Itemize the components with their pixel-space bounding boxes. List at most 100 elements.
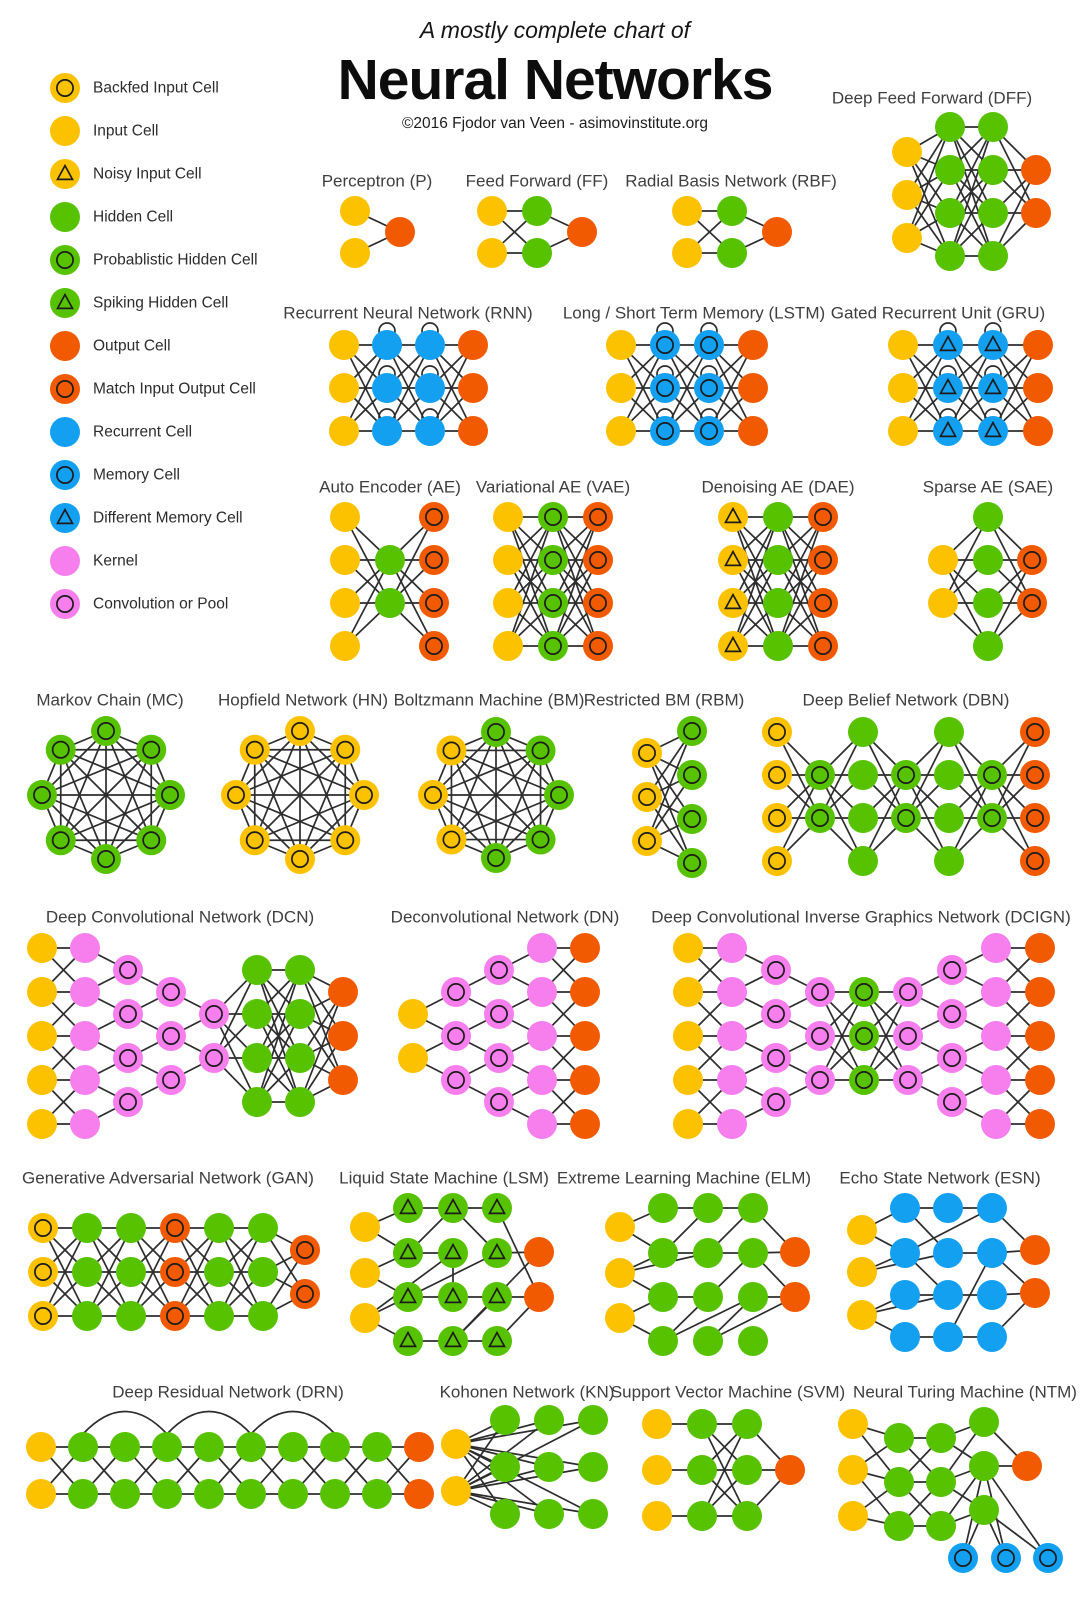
legend-item-h: Hidden Cell bbox=[50, 202, 173, 232]
backfed-input-cell-icon bbox=[330, 734, 361, 765]
ring-mark-icon bbox=[897, 809, 915, 827]
convolution-pool-cell-icon bbox=[156, 977, 186, 1007]
ring-mark-icon bbox=[56, 79, 74, 97]
match-input-output-cell-icon bbox=[1017, 545, 1047, 575]
probablistic-hidden-cell-icon bbox=[891, 803, 921, 833]
recurrent-cell-icon bbox=[933, 1238, 963, 1268]
ring-mark-icon bbox=[683, 810, 701, 828]
ring-mark-icon bbox=[51, 740, 70, 759]
ring-mark-icon bbox=[424, 786, 442, 804]
ring-mark-icon bbox=[638, 832, 656, 850]
input-cell-icon bbox=[398, 999, 428, 1029]
ring-mark-icon bbox=[1026, 723, 1044, 741]
probablistic-hidden-cell-icon bbox=[677, 804, 707, 834]
ring-mark-icon bbox=[768, 852, 786, 870]
edge bbox=[507, 516, 554, 604]
triangle-mark-icon bbox=[724, 549, 742, 567]
ring-mark-icon bbox=[683, 722, 701, 740]
chart-kicker: A mostly complete chart of bbox=[418, 17, 693, 43]
match-input-output-cell-icon bbox=[419, 631, 449, 661]
probablistic-hidden-cell-icon bbox=[91, 716, 121, 746]
network-title: Generative Adversarial Network (GAN) bbox=[22, 1169, 314, 1188]
input-cell-icon bbox=[50, 116, 80, 146]
convolution-pool-cell-icon bbox=[761, 1087, 791, 1117]
network-edges bbox=[507, 516, 599, 647]
output-cell-icon bbox=[524, 1237, 554, 1267]
memory-cell-icon bbox=[694, 330, 724, 360]
hidden-cell-icon bbox=[884, 1423, 914, 1453]
spiking-hidden-cell-icon bbox=[438, 1282, 468, 1312]
hidden-cell-icon bbox=[978, 155, 1008, 185]
triangle-mark-icon bbox=[444, 1197, 462, 1215]
hidden-cell-icon bbox=[242, 1087, 272, 1117]
probablistic-hidden-cell-icon bbox=[544, 780, 574, 810]
network-cells bbox=[718, 502, 838, 661]
edge bbox=[496, 1207, 540, 1298]
network-p: Perceptron (P) bbox=[322, 172, 432, 268]
probablistic-hidden-cell-icon bbox=[525, 824, 556, 855]
input-cell-icon bbox=[605, 1303, 635, 1333]
edge bbox=[992, 169, 1037, 257]
edge bbox=[949, 126, 994, 257]
hidden-cell-icon bbox=[236, 1479, 266, 1509]
ring-mark-icon bbox=[811, 1071, 829, 1089]
hidden-cell-icon bbox=[969, 1407, 999, 1437]
probablistic-hidden-cell-icon bbox=[27, 780, 57, 810]
probablistic-hidden-cell-icon bbox=[891, 760, 921, 790]
legend-item-label: Noisy Input Cell bbox=[93, 166, 202, 183]
match-input-output-cell-icon bbox=[808, 588, 838, 618]
match-input-output-cell-icon bbox=[1020, 717, 1050, 747]
edge bbox=[254, 749, 346, 841]
network-edges bbox=[906, 126, 1037, 257]
hidden-cell-icon bbox=[973, 588, 1003, 618]
recurrent-cell-icon bbox=[933, 1193, 963, 1223]
network-gru: Gated Recurrent Unit (GRU) bbox=[831, 304, 1053, 446]
noisy-input-cell-icon bbox=[50, 159, 80, 189]
ring-mark-icon bbox=[767, 1093, 785, 1111]
probablistic-hidden-cell-icon bbox=[481, 717, 511, 747]
ring-mark-icon bbox=[1026, 766, 1044, 784]
ring-mark-icon bbox=[490, 1093, 508, 1111]
legend-item-label: Convolution or Pool bbox=[93, 596, 228, 613]
backfed-input-cell-icon bbox=[762, 760, 792, 790]
ring-mark-icon bbox=[683, 854, 701, 872]
output-cell-icon bbox=[328, 977, 358, 1007]
input-cell-icon bbox=[672, 196, 702, 226]
convolution-pool-cell-icon bbox=[156, 1021, 186, 1051]
hidden-cell-icon bbox=[848, 803, 878, 833]
noisy-input-cell-icon bbox=[718, 502, 748, 532]
input-cell-icon bbox=[642, 1455, 672, 1485]
legend-item-o: Output Cell bbox=[50, 331, 171, 361]
chart-credit: ©2016 Fjodor van Veen - asimovinstitute.… bbox=[402, 115, 708, 132]
network-ae: Auto Encoder (AE) bbox=[319, 478, 461, 661]
triangle-mark-icon bbox=[444, 1242, 462, 1260]
kernel-cell-icon bbox=[527, 1109, 557, 1139]
backfed-input-cell-icon bbox=[349, 780, 379, 810]
triangle-mark-icon bbox=[939, 420, 957, 438]
output-cell-icon bbox=[1025, 1109, 1055, 1139]
ring-mark-icon bbox=[656, 336, 674, 354]
output-cell-icon bbox=[738, 416, 768, 446]
edge bbox=[451, 749, 560, 796]
network-lstm: Long / Short Term Memory (LSTM) bbox=[563, 304, 825, 446]
ring-mark-icon bbox=[166, 1307, 184, 1325]
hidden-cell-icon bbox=[285, 1087, 315, 1117]
ring-mark-icon bbox=[814, 508, 832, 526]
ring-mark-icon bbox=[1026, 809, 1044, 827]
ring-mark-icon bbox=[983, 809, 1001, 827]
network-cells bbox=[838, 1407, 1063, 1573]
input-cell-icon bbox=[928, 545, 958, 575]
input-cell-icon bbox=[350, 1258, 380, 1288]
hidden-cell-icon bbox=[763, 631, 793, 661]
network-cells bbox=[673, 933, 1055, 1139]
recurrent-cell-icon bbox=[415, 416, 445, 446]
hidden-cell-icon bbox=[116, 1213, 146, 1243]
ring-mark-icon bbox=[638, 744, 656, 762]
edge bbox=[707, 1296, 796, 1342]
different-memory-cell-icon bbox=[978, 373, 1008, 403]
triangle-mark-icon bbox=[399, 1197, 417, 1215]
ring-mark-icon bbox=[943, 1049, 961, 1067]
input-cell-icon bbox=[329, 373, 359, 403]
network-title: Radial Basis Network (RBF) bbox=[625, 172, 837, 191]
hidden-cell-icon bbox=[362, 1432, 392, 1462]
